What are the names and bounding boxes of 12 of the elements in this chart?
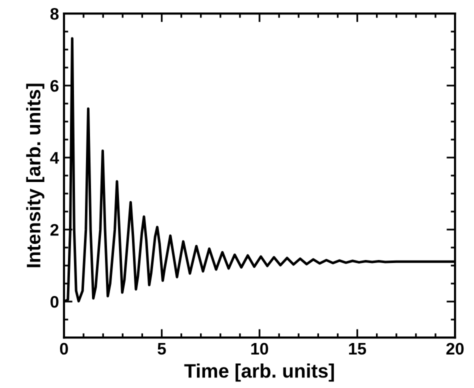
y-tick-label: 0 (50, 296, 58, 308)
x-axis-title: Time [arb. units] (184, 364, 334, 382)
y-axis-title: Intensity [arb. units] (26, 84, 44, 268)
y-tick-label: 2 (50, 224, 58, 236)
x-tick-label: 20 (446, 342, 464, 355)
x-tick-label: 10 (251, 342, 268, 355)
x-tick-label: 5 (158, 343, 166, 355)
y-tick-label: 8 (50, 8, 59, 20)
x-tick-label: 15 (349, 343, 366, 355)
y-tick-label: 4 (50, 152, 60, 164)
y-tick-label: 6 (50, 80, 59, 92)
x-tick-label: 0 (60, 342, 68, 355)
